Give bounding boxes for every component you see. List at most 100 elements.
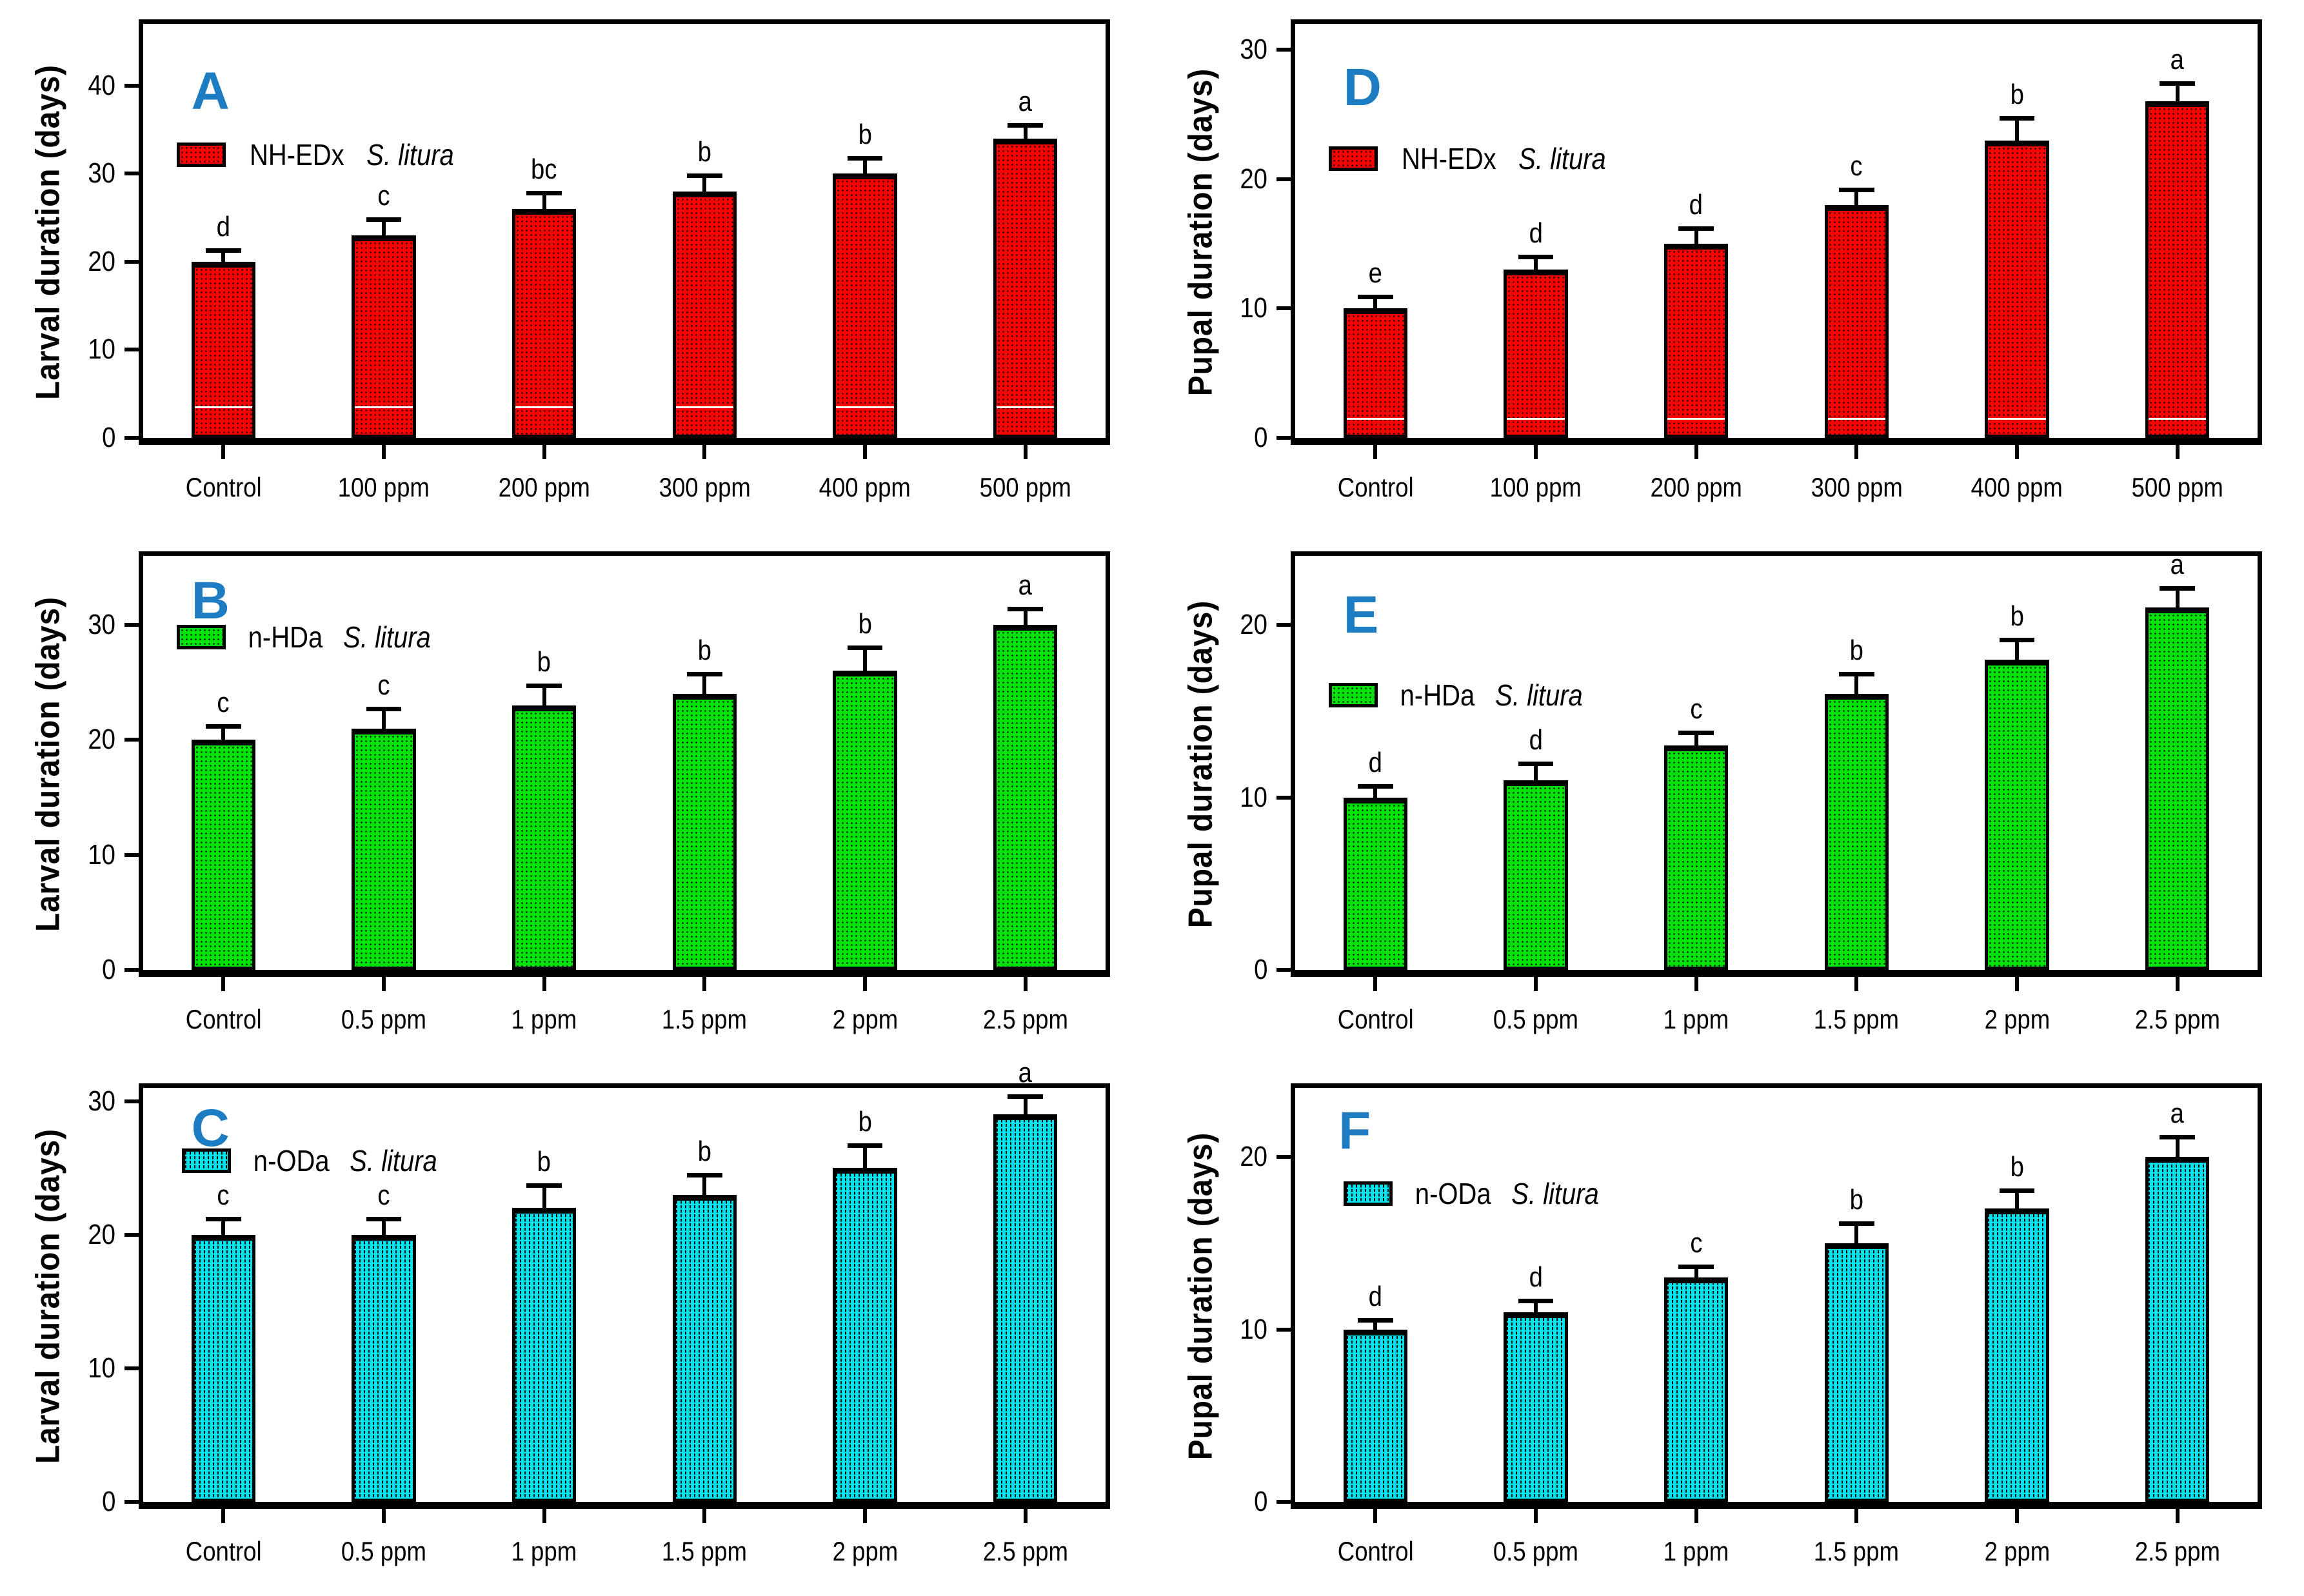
y-tick-label: 40 xyxy=(0,71,115,100)
sig-letter-text: b xyxy=(697,136,711,168)
x-tick-label: 2 ppm xyxy=(775,1006,955,1033)
bar xyxy=(191,261,256,438)
error-bar-stem xyxy=(702,1177,707,1196)
y-axis-title-wrap: Pupal duration (days) xyxy=(1152,19,1249,445)
y-tick-label: 0 xyxy=(0,956,115,984)
bar xyxy=(833,173,897,438)
x-tick-label-text: 2 ppm xyxy=(832,1536,898,1566)
x-tick-label-text: 100 ppm xyxy=(1489,472,1582,502)
sig-letter-text: a xyxy=(2170,548,2185,580)
legend-label-prefix: n-ODa xyxy=(1415,1177,1491,1211)
legend-label-species: S. litura xyxy=(1518,142,1606,176)
x-tick-label-text: 1 ppm xyxy=(1663,1004,1729,1034)
panel-letter: E xyxy=(1343,586,1379,645)
x-tick xyxy=(1694,1509,1698,1523)
bar xyxy=(1824,694,1889,970)
x-tick xyxy=(221,977,226,991)
legend-label: n-HDa S. litura xyxy=(1395,680,1589,710)
sig-letter-text: b xyxy=(2010,79,2024,111)
x-tick-label-text: 2.5 ppm xyxy=(982,1536,1068,1566)
legend-swatch xyxy=(1329,146,1378,172)
error-bar-stem xyxy=(542,688,546,707)
x-tick-label-text: 2.5 ppm xyxy=(2134,1004,2220,1034)
bar xyxy=(511,1208,577,1502)
y-tick-label-text: 10 xyxy=(88,838,115,871)
y-tick-label-text: 10 xyxy=(88,1352,115,1384)
sig-letter-text: c xyxy=(1690,693,1703,725)
y-tick xyxy=(1276,306,1291,311)
y-axis-title: Pupal duration (days) xyxy=(1182,600,1220,929)
x-tick xyxy=(702,1509,707,1523)
sig-letter-text: b xyxy=(697,635,711,667)
y-tick-label: 0 xyxy=(1152,956,1267,984)
error-bar-stem xyxy=(1854,1226,1859,1245)
x-tick-label-text: Control xyxy=(1337,1536,1414,1566)
sig-letter: b xyxy=(493,1148,596,1176)
y-tick-label: 10 xyxy=(0,335,115,364)
legend-label-prefix: NH-EDx xyxy=(250,137,344,172)
x-tick-label: Control xyxy=(133,1538,313,1565)
y-tick-label: 0 xyxy=(1152,1488,1267,1516)
bar xyxy=(2145,101,2210,438)
x-tick-label: 1.5 ppm xyxy=(1766,1538,1947,1565)
legend-label-species: S. litura xyxy=(1495,678,1583,712)
y-tick xyxy=(124,738,139,742)
y-tick xyxy=(124,348,139,352)
sig-letter-text: c xyxy=(377,1179,390,1212)
sig-letter: c xyxy=(172,1181,275,1210)
error-bar-stem xyxy=(1694,1268,1698,1279)
error-bar-cap xyxy=(526,191,562,196)
sig-letter: c xyxy=(1645,695,1748,724)
x-tick-label: 100 ppm xyxy=(293,474,474,501)
y-tick-label-text: 20 xyxy=(88,245,115,277)
sig-letter: c xyxy=(332,182,435,210)
x-tick xyxy=(1023,977,1028,991)
bar xyxy=(1663,745,1729,970)
sig-letter: b xyxy=(1965,602,2069,631)
x-tick-label-text: 2 ppm xyxy=(1984,1004,2050,1034)
bar xyxy=(993,138,1058,438)
y-tick-label: 30 xyxy=(0,159,115,188)
error-bar-cap xyxy=(1518,255,1554,260)
x-tick xyxy=(2175,1509,2180,1523)
error-bar-cap xyxy=(1838,1221,1874,1226)
bar xyxy=(2145,1157,2210,1502)
bar xyxy=(1343,1329,1408,1502)
x-tick-label: 200 ppm xyxy=(454,474,635,501)
error-bar-stem xyxy=(863,160,867,175)
x-tick xyxy=(1534,977,1538,991)
legend-label-species: S. litura xyxy=(350,1143,437,1177)
x-tick xyxy=(1854,1509,1859,1523)
y-tick xyxy=(1276,436,1291,440)
sig-letter-text: a xyxy=(1018,86,1033,118)
sig-letter: d xyxy=(1484,1263,1587,1292)
sig-letter-text: d xyxy=(1689,189,1703,221)
bar xyxy=(1824,204,1889,438)
x-tick-label-text: 1.5 ppm xyxy=(1814,1004,1900,1034)
y-tick-label-text: 0 xyxy=(101,422,115,453)
bar xyxy=(833,671,897,970)
x-tick-label: 2.5 ppm xyxy=(2087,1538,2268,1565)
y-axis-title: Pupal duration (days) xyxy=(1182,1132,1220,1461)
x-tick xyxy=(1023,445,1028,459)
legend-label: n-ODa S. litura xyxy=(248,1146,444,1176)
sig-letter: d xyxy=(1484,726,1587,754)
x-tick xyxy=(1694,977,1698,991)
x-tick-label: 500 ppm xyxy=(935,474,1116,501)
sig-letter-text: a xyxy=(2170,1098,2185,1130)
y-axis-title: Larval duration (days) xyxy=(30,1128,68,1464)
panel-letter: F xyxy=(1338,1101,1371,1160)
bar xyxy=(1663,1277,1729,1502)
x-tick xyxy=(1373,445,1378,459)
x-tick-label-text: 2 ppm xyxy=(832,1004,898,1034)
x-tick-label-text: 2 ppm xyxy=(1984,1536,2050,1566)
y-tick-label: 10 xyxy=(0,1354,115,1383)
bar-white-line xyxy=(1827,417,1886,420)
x-tick-label-text: 200 ppm xyxy=(498,472,590,502)
y-tick-label-text: 30 xyxy=(1240,34,1267,66)
y-tick xyxy=(124,623,139,627)
sig-letter-text: c xyxy=(377,180,390,212)
